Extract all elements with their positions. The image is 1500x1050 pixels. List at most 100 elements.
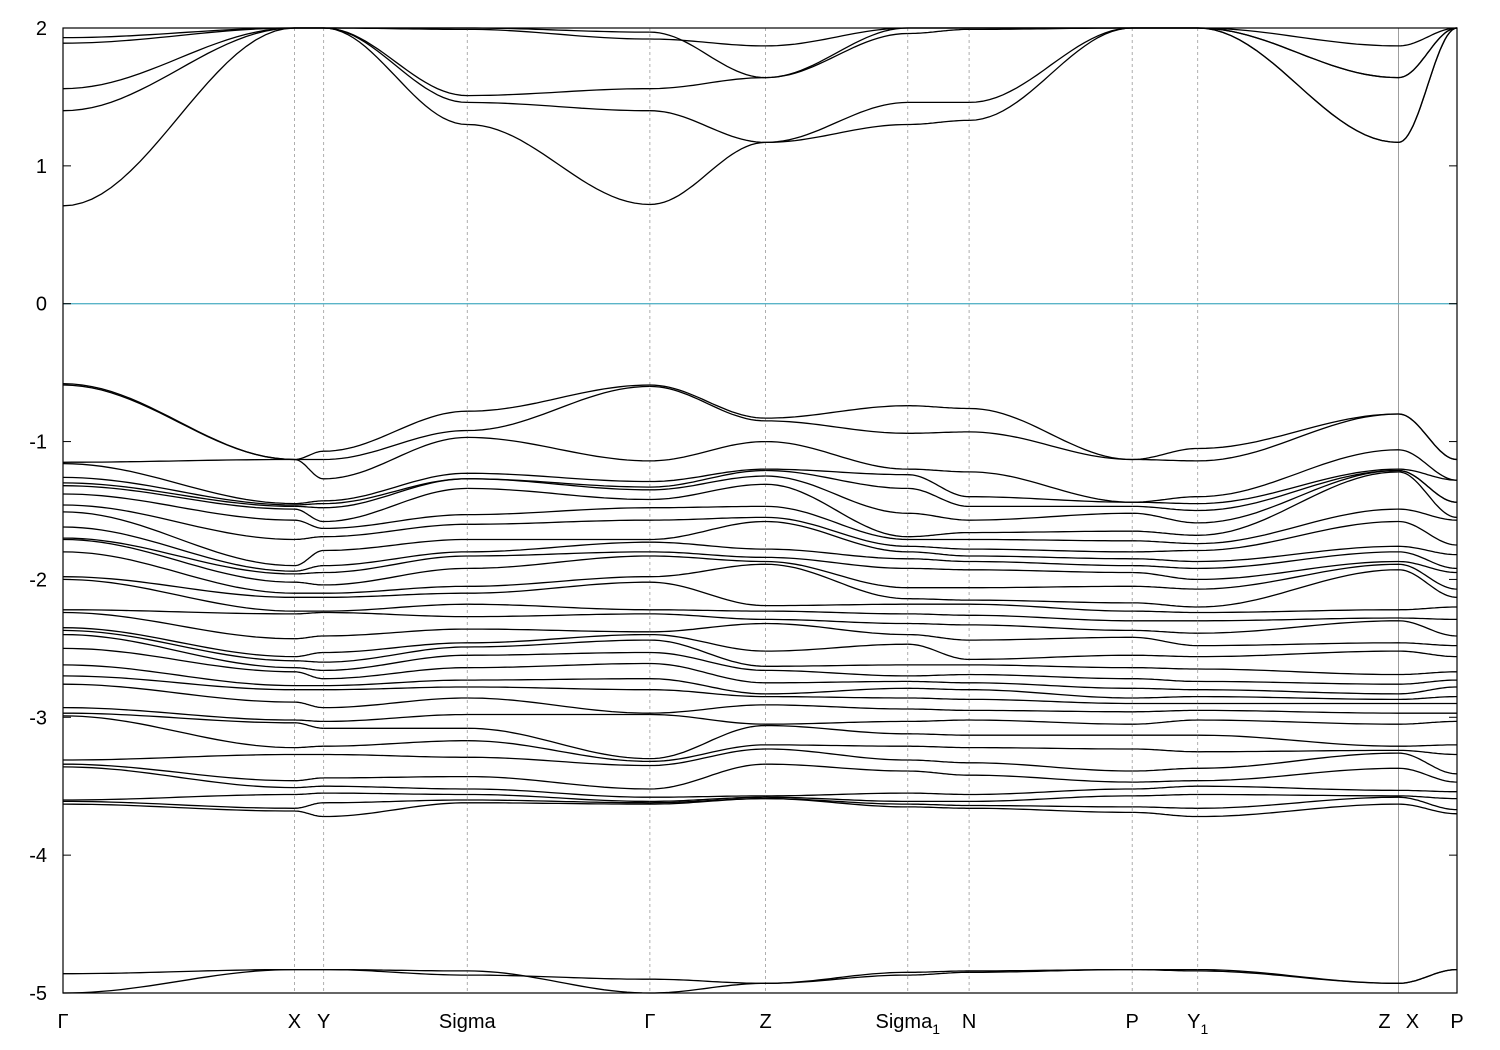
band-37-segment	[467, 793, 650, 803]
band-10-segment	[907, 487, 970, 508]
band-21-segment	[907, 613, 970, 616]
band-5-segment	[1197, 27, 1399, 79]
band-33-segment	[323, 740, 468, 747]
band-10-segment	[62, 476, 295, 506]
band-26-segment	[467, 651, 650, 656]
band-11-segment	[467, 478, 650, 491]
band-24-segment	[649, 633, 766, 652]
band-8-segment	[765, 440, 908, 470]
band-16-segment	[467, 541, 650, 553]
band-32-segment	[649, 724, 766, 760]
band-13-segment	[1398, 508, 1458, 521]
band-21-segment	[323, 603, 468, 612]
band-17-segment	[969, 569, 1133, 574]
band-41-segment	[969, 968, 1133, 972]
band-27-segment	[294, 671, 324, 680]
band-20-segment	[62, 576, 295, 598]
band-25-segment	[294, 660, 324, 663]
band-8-segment	[969, 471, 1133, 503]
band-3-segment	[907, 28, 970, 35]
band-22-segment	[1197, 620, 1399, 634]
y-tick-label: -2	[29, 569, 47, 591]
band-4-segment	[62, 27, 295, 44]
band-24-segment	[1398, 650, 1457, 658]
band-17-segment	[62, 537, 295, 575]
band-1-segment	[323, 27, 468, 126]
band-19-segment	[649, 563, 766, 578]
band-19-segment	[62, 551, 295, 594]
band-17-segment	[907, 567, 970, 571]
band-8-segment	[1197, 449, 1399, 498]
band-18-segment	[969, 585, 1133, 589]
band-2-segment	[649, 110, 766, 144]
band-28-segment	[765, 687, 908, 695]
band-9-segment	[294, 500, 324, 505]
band-18-segment	[294, 581, 324, 586]
band-40-segment	[63, 968, 295, 975]
band-34-segment	[1197, 752, 1399, 769]
band-30-segment	[907, 708, 970, 712]
band-3-segment	[62, 27, 295, 90]
band-13-segment	[294, 519, 324, 530]
band-7-segment	[969, 431, 1133, 461]
band-34-segment	[1132, 767, 1198, 772]
band-11-segment	[1132, 512, 1198, 524]
band-32-segment	[907, 733, 970, 736]
band-35-segment	[907, 770, 970, 776]
band-26-segment	[969, 673, 1133, 680]
band-17-segment	[294, 571, 324, 575]
band-22-segment	[969, 624, 1133, 632]
band-13-segment	[765, 505, 908, 541]
band-4-segment	[649, 38, 766, 47]
x-tick-label: Sigma	[439, 1011, 497, 1033]
band-34-segment	[63, 753, 295, 761]
x-tick-label: Z	[759, 1011, 771, 1033]
band-16-segment	[1398, 551, 1458, 570]
band-14-segment	[969, 548, 1133, 553]
band-14-segment	[1197, 520, 1399, 552]
band-37-segment	[294, 792, 324, 796]
band-33-segment	[467, 740, 650, 763]
x-tick-label: X	[288, 1011, 301, 1033]
band-37-segment	[765, 796, 908, 803]
band-12-segment	[1197, 471, 1399, 536]
band-31-segment	[1197, 719, 1399, 725]
band-27-segment	[907, 680, 970, 684]
band-14-segment	[323, 523, 468, 538]
band-27-segment	[62, 647, 295, 673]
band-36-segment	[467, 788, 650, 798]
band-24-segment	[62, 627, 295, 658]
band-8-segment	[1398, 449, 1458, 481]
band-2-segment	[62, 27, 295, 112]
band-1-segment	[765, 123, 908, 144]
band-27-segment	[969, 682, 1133, 689]
x-tick-label: Γ	[644, 1011, 655, 1033]
band-38-segment	[1197, 796, 1399, 809]
band-16-segment	[1132, 564, 1198, 570]
x-tick-label: P	[1450, 1011, 1463, 1033]
band-17-segment	[467, 551, 650, 557]
band-22-segment	[1132, 629, 1198, 634]
band-39-segment	[323, 802, 468, 818]
band-30-segment	[765, 704, 908, 710]
band-7-segment	[323, 429, 468, 461]
band-11-segment	[765, 475, 908, 514]
band-16-segment	[649, 541, 766, 550]
band-26-segment	[62, 633, 295, 669]
band-27-segment	[467, 662, 650, 669]
band-7-segment	[1197, 413, 1399, 462]
band-4-segment	[467, 28, 650, 40]
y-tick-label: 2	[36, 18, 47, 40]
band-22-segment	[1398, 620, 1458, 637]
band-21-segment	[765, 610, 908, 615]
x-tick-label: Γ	[57, 1011, 68, 1033]
band-10-segment	[765, 469, 908, 490]
band-17-segment	[1197, 560, 1399, 581]
band-30-segment	[1197, 709, 1399, 714]
x-tick-label: Y1	[1187, 1011, 1208, 1037]
band-22-segment	[907, 622, 970, 626]
band-24-segment	[765, 643, 908, 652]
band-15-segment	[1197, 545, 1399, 563]
band-41-segment	[649, 982, 766, 994]
